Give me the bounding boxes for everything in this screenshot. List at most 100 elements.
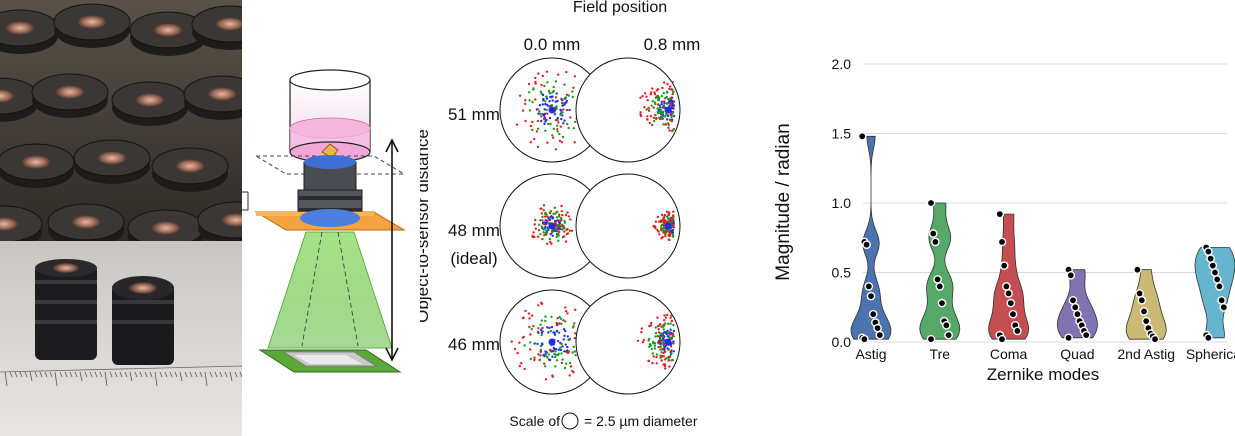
ray-spot <box>532 325 535 328</box>
violin-spherical <box>1194 243 1235 343</box>
ray-spot <box>672 342 675 345</box>
ray-spot <box>563 334 566 337</box>
ray-spot <box>534 80 537 84</box>
ray-spot <box>542 99 545 102</box>
ray-spot <box>553 333 557 336</box>
ray-spot <box>567 338 571 342</box>
data-point <box>1081 330 1091 340</box>
ray-spot <box>664 235 667 238</box>
ray-spot <box>544 378 548 381</box>
ray-spot <box>564 343 567 346</box>
violin-body <box>988 213 1030 340</box>
ray-spot <box>653 344 657 347</box>
ray-spot <box>564 329 567 333</box>
ray-spot <box>654 113 657 117</box>
ray-spot <box>523 344 526 347</box>
spot-centroid <box>664 338 672 346</box>
data-point <box>864 282 874 291</box>
ray-spot <box>544 225 547 228</box>
ray-spot <box>562 328 566 331</box>
ray-spot <box>653 342 657 345</box>
row-sublabel-1: (ideal) <box>450 249 497 268</box>
ray-spot <box>521 109 525 112</box>
ray-spot <box>560 361 564 365</box>
ray-spot <box>668 355 672 358</box>
x-axis-label: Zernike modes <box>987 365 1099 384</box>
ray-spot <box>671 106 675 109</box>
ray-spot <box>669 85 672 88</box>
ray-spot <box>654 331 658 335</box>
ray-spot <box>558 322 561 325</box>
ray-spot <box>659 345 662 349</box>
ray-spot <box>670 349 673 352</box>
ray-spot <box>561 228 564 231</box>
ray-spot <box>656 96 659 99</box>
ray-spot <box>671 92 674 96</box>
ray-spot <box>660 325 663 328</box>
ray-spot <box>528 99 531 102</box>
row-label-2: 46 mm <box>448 335 500 354</box>
y-tick-label: 2.0 <box>832 56 852 72</box>
ray-spot <box>555 105 558 108</box>
ray-spot <box>560 352 563 355</box>
ray-spot <box>672 210 675 213</box>
ray-spot <box>641 95 644 98</box>
data-point <box>1066 270 1076 280</box>
ray-spot <box>659 339 662 343</box>
spot-centroid <box>664 106 672 114</box>
ray-spot <box>639 113 642 116</box>
ray-spot <box>560 117 563 121</box>
ray-spot <box>657 341 660 344</box>
ray-spot <box>659 117 662 121</box>
ray-spot <box>650 104 653 107</box>
ray-spot <box>664 316 668 319</box>
data-point <box>1139 307 1149 316</box>
ray-spot <box>653 93 657 96</box>
ray-spot <box>529 357 533 361</box>
ray-spot <box>667 220 670 224</box>
ray-spot <box>666 118 669 121</box>
ray-spot <box>662 231 665 234</box>
ray-spot <box>559 348 563 352</box>
ray-spot <box>530 327 533 331</box>
ray-spot <box>654 220 658 223</box>
ray-spot <box>541 215 544 218</box>
ray-spot <box>544 100 547 103</box>
ray-spot <box>569 365 573 368</box>
ray-spot <box>563 227 566 230</box>
ray-spot <box>659 227 663 230</box>
ray-spot <box>660 94 663 98</box>
violin-tre <box>919 198 961 344</box>
ray-spot <box>669 345 673 348</box>
ray-spot <box>661 335 664 338</box>
ray-spot <box>561 114 564 117</box>
ray-spot <box>545 233 548 236</box>
data-point <box>1141 316 1151 326</box>
ray-spot <box>539 328 543 331</box>
ray-spot <box>564 306 567 309</box>
ray-spot <box>655 362 658 365</box>
violin-body <box>850 135 892 340</box>
ray-spot <box>664 322 667 325</box>
violin-2nd-astig <box>1125 265 1167 344</box>
ray-spot <box>651 342 655 345</box>
ray-spot <box>648 343 652 346</box>
x-tick-label: Spherical <box>1186 346 1235 362</box>
ray-spot <box>548 216 551 219</box>
ray-spot <box>566 335 569 338</box>
ray-spot <box>662 319 666 322</box>
data-point <box>1070 302 1080 312</box>
ray-spot <box>546 356 549 359</box>
data-point <box>1002 282 1011 291</box>
ray-spot <box>518 341 521 344</box>
ray-spot <box>556 118 559 122</box>
data-point <box>1135 289 1144 298</box>
ray-spot <box>563 350 566 353</box>
data-point <box>1206 254 1215 263</box>
ray-spot <box>549 240 552 244</box>
ray-spot <box>651 100 654 103</box>
ray-spot <box>667 122 670 125</box>
ray-spot <box>543 234 546 237</box>
row-label-0: 51 mm <box>448 105 500 124</box>
ray-spot <box>559 346 562 349</box>
